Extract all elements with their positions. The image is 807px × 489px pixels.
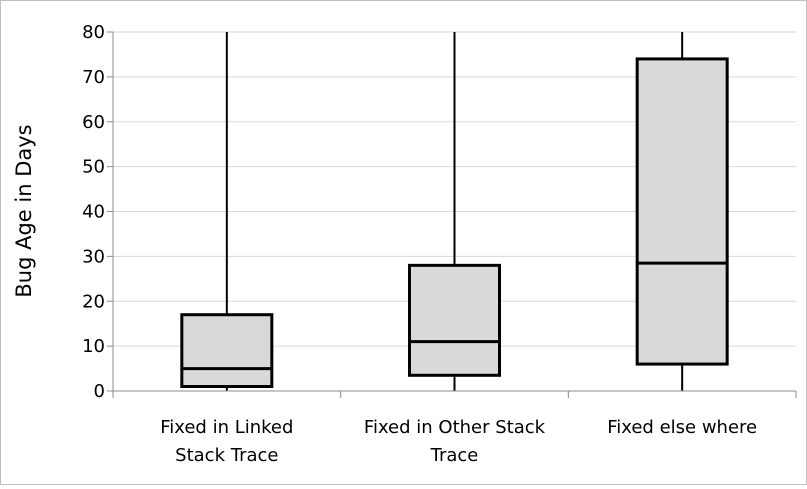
axes	[107, 31, 797, 398]
x-category-label: Trace	[430, 445, 479, 466]
boxes	[180, 57, 729, 389]
y-tick-label: 40	[82, 202, 105, 223]
tick-labels: 0 10 20 30 40 50 60 70 80 Fixed in Linked Stack Tr…	[82, 22, 757, 466]
x-category-label: Fixed in Other Stack	[364, 417, 546, 438]
y-tick-label: 70	[82, 67, 105, 88]
y-axis-title: Bug Age in Days	[12, 124, 36, 297]
y-tick-label: 10	[82, 336, 105, 357]
x-category-label: Fixed else where	[607, 417, 757, 438]
box-iqr	[408, 263, 501, 377]
y-tick-label: 60	[82, 112, 105, 133]
x-category-label: Fixed in Linked	[160, 417, 293, 438]
y-tick-label: 0	[94, 381, 105, 402]
y-tick-label: 20	[82, 291, 105, 312]
box-iqr	[180, 313, 274, 389]
whiskers	[225, 32, 684, 391]
y-tick-label: 50	[82, 157, 105, 178]
y-tick-label: 30	[82, 246, 105, 267]
box-iqr	[635, 57, 729, 366]
y-tick-label: 80	[82, 22, 105, 43]
x-category-label: Stack Trace	[175, 445, 278, 466]
